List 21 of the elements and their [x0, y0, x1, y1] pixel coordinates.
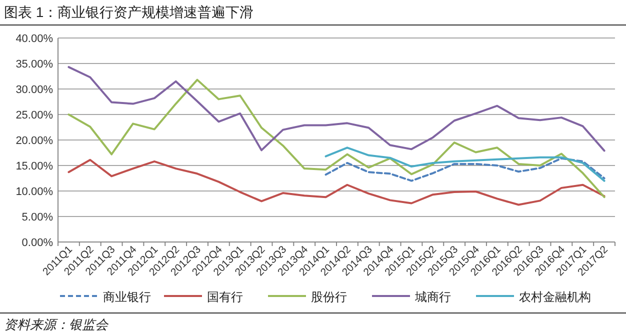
- y-tick-label: 5.00%: [22, 212, 54, 224]
- chart-title: 图表 1：商业银行资产规模增速普遍下滑: [4, 4, 254, 20]
- legend-label: 城商行: [414, 290, 451, 304]
- legend-label: 农村金融机构: [519, 290, 591, 304]
- line-series: [324, 157, 606, 182]
- y-tick-label: 15.00%: [16, 160, 54, 172]
- line-series: [324, 146, 606, 182]
- line-series: [68, 158, 606, 206]
- line-series: [68, 78, 606, 198]
- y-tick-label: 35.00%: [16, 58, 54, 70]
- y-tick-label: 0.00%: [22, 237, 54, 249]
- y-tick-label: 25.00%: [16, 110, 54, 122]
- text: 资料来源：银监会: [4, 317, 109, 332]
- y-tick-label: 10.00%: [16, 186, 54, 198]
- y-tick-label: 30.00%: [16, 84, 54, 96]
- legend-label: 商业银行: [103, 290, 151, 304]
- y-tick-label: 40.00%: [16, 33, 54, 45]
- y-tick-label: 20.00%: [16, 135, 54, 147]
- legend-label: 股份行: [311, 290, 347, 304]
- legend-label: 国有行: [207, 290, 243, 304]
- line-series: [68, 66, 606, 152]
